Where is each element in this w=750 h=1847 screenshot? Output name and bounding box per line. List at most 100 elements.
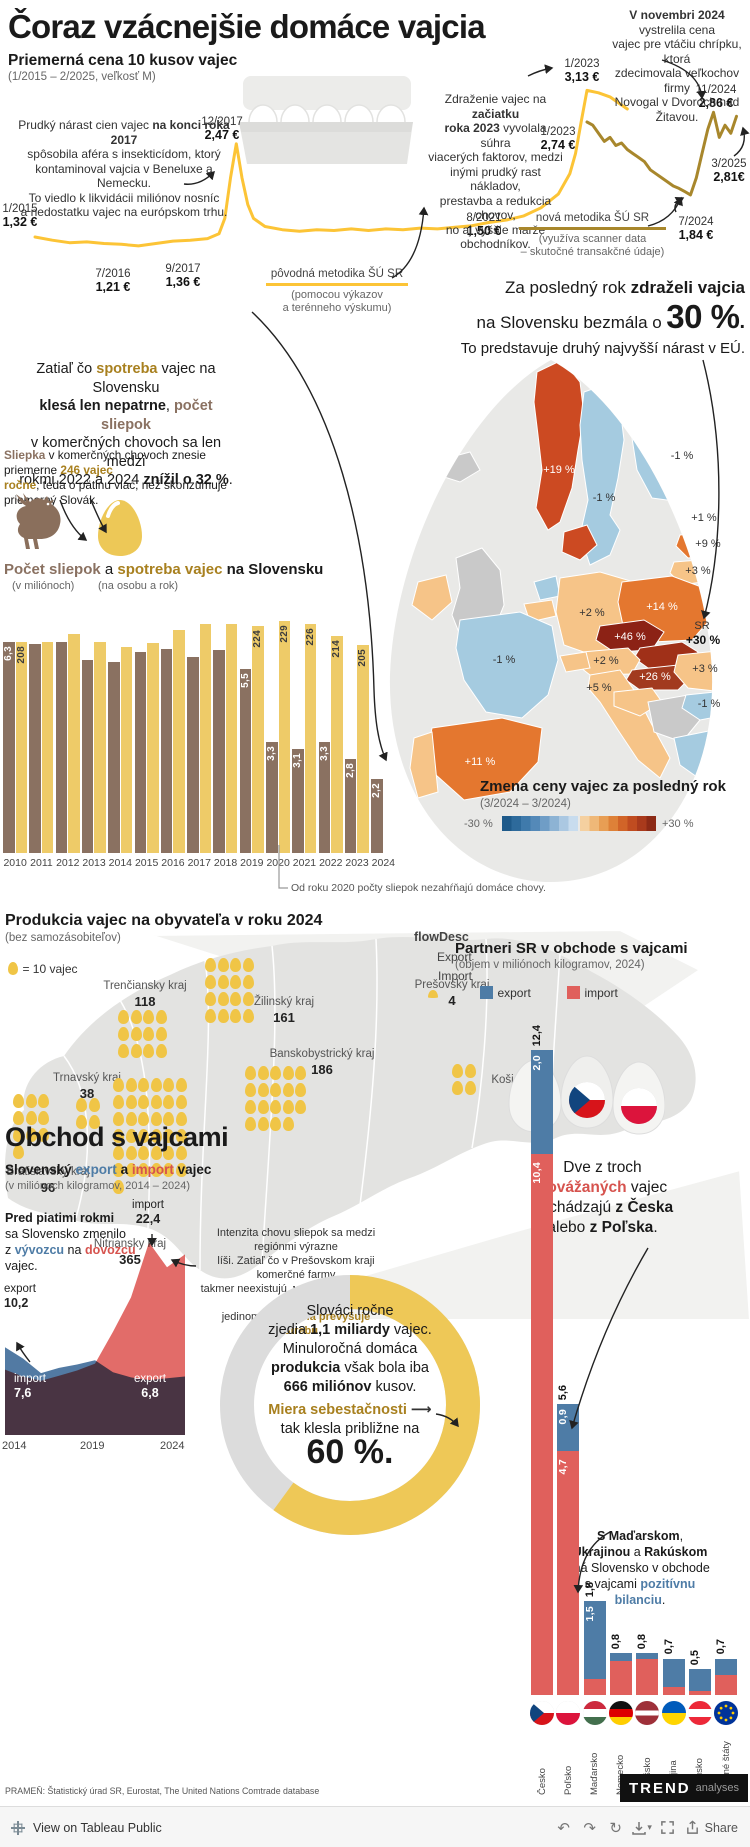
methodology-new-label: nová metodika ŠÚ SR (využíva scanner dat…: [519, 212, 666, 258]
year-label-2023: 2023: [345, 857, 369, 869]
redo-icon[interactable]: ↷: [583, 1819, 596, 1837]
partner-bar-export-raksko[interactable]: [688, 1669, 711, 1691]
bar-hens-2021[interactable]: 3,1: [292, 749, 304, 853]
flow-desc-label: flowDesc: [414, 930, 469, 944]
country-italy: [587, 669, 671, 779]
partner-total-ukrajina: 0,7: [662, 1639, 675, 1655]
donut-big-value: 60 %.: [306, 1433, 394, 1471]
bar-hens-2014[interactable]: [108, 662, 120, 853]
bar-eggs-2012[interactable]: [68, 634, 80, 853]
reset-icon[interactable]: ↻: [609, 1819, 622, 1837]
annotation-2024: V novembri 2024 vystrelila cena vajec pre…: [612, 8, 742, 124]
year-label-2017: 2017: [187, 857, 211, 869]
undo-icon[interactable]: ↶: [557, 1819, 570, 1837]
flag-pl-icon: [556, 1701, 581, 1725]
partner-total-maarsko: 1,8: [583, 1582, 596, 1598]
flow-import-label[interactable]: Import: [438, 969, 473, 983]
production-subtitle: (bez samozásobiteľov): [5, 932, 121, 944]
bar-eggs-2014[interactable]: [120, 647, 133, 853]
share-button[interactable]: Share: [681, 1814, 742, 1842]
price-line-old-methodology[interactable]: [33, 88, 629, 248]
bar-hens-2012[interactable]: [55, 641, 68, 853]
bar-hens-2023[interactable]: 2,8: [344, 759, 357, 853]
partners-legend-export: export: [480, 984, 531, 1002]
partner-bar-export-lotysko[interactable]: [636, 1653, 659, 1659]
bar-hens-2019[interactable]: 5,5: [239, 668, 252, 853]
europe-egg-map: +19 % -1 % -1 % +1 % +9 % +3 % +14 % +2 % +46 % S…: [352, 330, 750, 890]
trade-area-chart[interactable]: [0, 1230, 200, 1440]
partner-export-label-posko: 0,9: [557, 1408, 570, 1425]
trade-sub2: (v miliónoch kilogramov, 2014 – 2024): [5, 1180, 191, 1192]
partner-bar-import-esko[interactable]: 10,4: [531, 1154, 553, 1695]
bar-hens-2018[interactable]: [213, 650, 225, 853]
download-icon[interactable]: ▾: [629, 1814, 655, 1842]
flag-ua-icon: [661, 1701, 686, 1725]
partners-subtitle: (objem v miliónoch kilogramov, 2024): [455, 959, 645, 971]
partner-bar-export-nemecko[interactable]: [609, 1653, 632, 1662]
partner-bar-export-maarsko[interactable]: 1,5: [583, 1601, 606, 1680]
source-line: PRAMEŇ: Štatistický úrad SR, Eurostat, T…: [5, 1786, 320, 1796]
bar-hens-2013[interactable]: [81, 660, 94, 853]
bar-eggs-2011[interactable]: [41, 642, 54, 853]
partners-bar-chart[interactable]: 2,0 10,4 12,4 Česko 0,9 4,7 5,6 Poľsko 1,5 1,8 Maď…: [0, 0, 750, 1800]
fullscreen-icon[interactable]: [655, 1814, 681, 1842]
trade-heading: Obchod s vajcami: [5, 1122, 229, 1152]
tableau-public-link[interactable]: View on Tableau Public: [10, 1820, 162, 1836]
big-30-percent: 30 %: [666, 298, 740, 335]
bar-hens-2017[interactable]: [187, 657, 199, 853]
annotation-2017: Prudký nárast cien vajec na konci roka 2…: [18, 118, 230, 219]
partner-bar-import-ukrajina[interactable]: [662, 1687, 685, 1695]
partner-bar-export-ostatntty[interactable]: [715, 1658, 738, 1676]
bar-eggs-2016[interactable]: [173, 630, 185, 853]
partner-bar-import-nemecko[interactable]: [609, 1661, 632, 1695]
partner-bar-export-posko[interactable]: 0,9: [557, 1403, 580, 1451]
bar-hens-2022[interactable]: 3,3: [318, 742, 331, 853]
price-line-new-methodology[interactable]: [585, 110, 738, 197]
year-label-2015: 2015: [134, 857, 159, 869]
map-legend-gradient-cold: [502, 816, 578, 831]
partner-bar-import-posko[interactable]: 4,7: [557, 1450, 580, 1695]
year-label-2022: 2022: [319, 857, 343, 869]
partner-bar-export-esko[interactable]: 2,0: [531, 1050, 553, 1155]
flow-export-label[interactable]: Export: [437, 950, 472, 964]
hens-chart-sub-b: (na osobu a rok): [98, 580, 179, 592]
flag-cz-icon: [530, 1701, 554, 1725]
bar-eggs-2018[interactable]: [225, 624, 238, 853]
year-label-2018: 2018: [213, 857, 238, 869]
hens-chart-sub-a: (v miliónoch): [12, 580, 75, 592]
partner-bar-import-raksko[interactable]: [688, 1690, 711, 1695]
price-line-chart[interactable]: [0, 0, 750, 300]
year-label-2021: 2021: [292, 857, 317, 869]
map-legend-title: Zmena ceny vajec za posledný rok: [480, 778, 726, 795]
partner-bar-import-maarsko[interactable]: [583, 1679, 606, 1695]
self-sufficiency-donut[interactable]: [205, 1260, 495, 1550]
year-label-2019: 2019: [240, 857, 264, 869]
bar-hens-2024[interactable]: 2,2: [371, 779, 383, 853]
bar-eggs-2013[interactable]: [94, 642, 106, 853]
bar-hens-2015[interactable]: [134, 652, 146, 853]
methodology-old-swatch: [266, 283, 408, 286]
partner-export-label-esko: 2,0: [531, 1055, 543, 1071]
bar-eggs-2015[interactable]: [147, 643, 159, 853]
map-legend-min: -30 %: [464, 818, 493, 830]
bar-hens-2016[interactable]: [160, 648, 173, 853]
partner-bar-export-ukrajina[interactable]: [662, 1658, 685, 1688]
bar-hens-2010[interactable]: 6,3: [3, 641, 15, 853]
country-denmark: [561, 524, 598, 561]
bar-hens-2020[interactable]: 3,3: [266, 742, 278, 853]
trend-logo: TREND analyses: [620, 1774, 748, 1802]
slovakia-shape: [5, 937, 696, 1279]
flag-poland-egg: [621, 1088, 657, 1124]
partner-bar-import-ostatntty[interactable]: [715, 1675, 738, 1695]
bar-eggs-2017[interactable]: [199, 624, 212, 853]
methodology-old-label: pôvodná metodika ŠÚ SR (pomocou výkazov a…: [252, 268, 422, 315]
bar-hens-2011[interactable]: [29, 643, 41, 853]
trade-sub1: Slovenský export a import vajec: [5, 1162, 212, 1177]
trade-area-import[interactable]: [5, 1242, 185, 1435]
country-switzerland: [559, 651, 591, 673]
year-label-2011: 2011: [30, 857, 53, 869]
bar-eggs-2010[interactable]: 208: [15, 642, 27, 853]
partner-bar-import-lotysko[interactable]: [636, 1658, 659, 1695]
partner-export-label-maarsko: 1,5: [583, 1606, 596, 1622]
